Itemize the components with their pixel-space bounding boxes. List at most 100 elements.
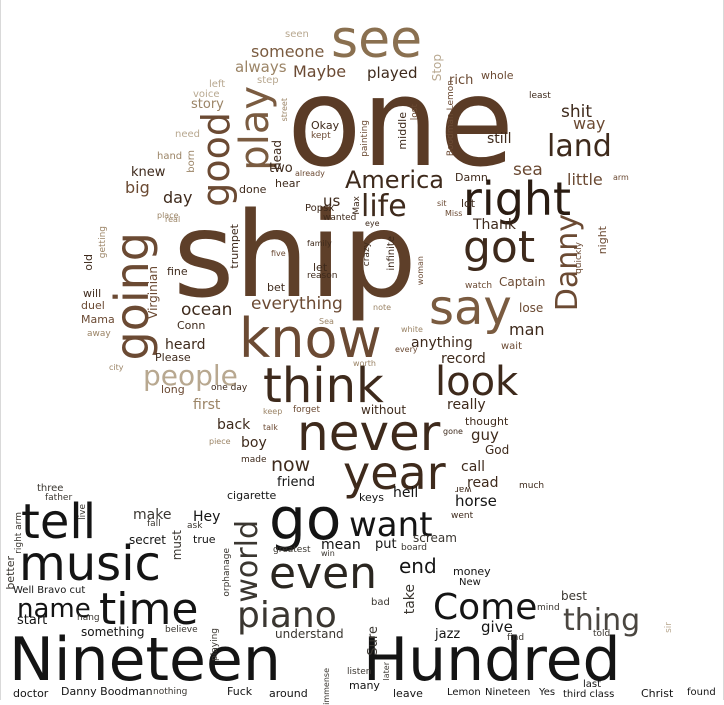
word-look: look: [435, 359, 519, 405]
word-guy: guy: [471, 426, 499, 444]
word-gone: gone: [443, 427, 463, 436]
word-world: world: [230, 520, 265, 603]
word-think: think: [263, 358, 384, 414]
word-find: find: [507, 633, 525, 643]
word-long: long: [161, 383, 185, 396]
word-people: people: [143, 359, 238, 392]
word-immense: immense: [322, 668, 331, 705]
word-popsx: Popsx: [305, 203, 335, 214]
word-christ: Christ: [641, 687, 674, 700]
word-something: something: [81, 625, 145, 639]
word-voice: voice: [193, 89, 220, 100]
word-infinite: infinite: [386, 236, 397, 271]
word-really: really: [447, 397, 486, 413]
word-cigarette: cigarette: [227, 489, 277, 502]
word-stop: Stop: [430, 54, 444, 82]
word-around: around: [269, 687, 308, 700]
word-arm: arm: [613, 173, 629, 182]
word-wanted: wanted: [323, 213, 357, 223]
word-read: read: [467, 475, 499, 491]
word-well-bravo-cut: Well Bravo cut: [13, 585, 86, 596]
word-quickly: quickly: [574, 242, 584, 274]
word-least: least: [529, 91, 551, 101]
word-hey: Hey: [193, 509, 221, 525]
word-board: board: [401, 543, 427, 553]
word-god: God: [485, 443, 510, 457]
word-always: always: [235, 58, 287, 76]
word-will: will: [83, 287, 102, 300]
word-record: record: [441, 351, 486, 367]
word-fall: fall: [147, 519, 161, 529]
word-hundred: Hundred: [363, 625, 621, 695]
word-sea-small: Sea: [319, 317, 334, 326]
word-lose: lose: [519, 301, 544, 315]
word-horse: horse: [455, 492, 497, 510]
word-big: big: [125, 178, 150, 197]
word-kept: kept: [311, 131, 331, 141]
word-keep: keep: [263, 407, 283, 416]
word-take: take: [402, 584, 418, 615]
word-nineteen: Nineteen: [9, 625, 281, 695]
word-story: story: [191, 97, 224, 112]
word-watch: watch: [465, 281, 493, 291]
word-end: end: [399, 554, 437, 578]
word-believe: believe: [165, 625, 198, 635]
word-thought: thought: [465, 415, 509, 428]
word-made: made: [241, 455, 267, 465]
word-captain: Captain: [499, 275, 546, 289]
word-land: land: [547, 129, 612, 164]
word-year: year: [343, 446, 446, 500]
word-told: told: [593, 629, 611, 639]
word-hell: hell: [393, 485, 419, 501]
word-sure: Sure: [366, 626, 381, 656]
word-done: done: [239, 183, 267, 196]
word-new: New: [459, 577, 481, 588]
word-mama: Mama: [81, 313, 115, 326]
word-true: true: [193, 533, 216, 546]
word-woman: woman: [416, 256, 425, 286]
word-ocean: ocean: [181, 300, 233, 320]
word-thank: Thank: [473, 217, 516, 233]
word-day: day: [163, 188, 193, 207]
word-sea: sea: [513, 160, 543, 180]
word-know: know: [239, 307, 382, 370]
word-found: found: [687, 687, 716, 698]
word-yes: Yes: [539, 687, 556, 698]
word-danny-boodman: Danny Boodman: [61, 685, 153, 698]
word-sit: sit: [437, 199, 447, 208]
word-jazz: jazz: [435, 627, 461, 642]
word-right: right: [463, 172, 572, 226]
word-sir: sir: [664, 622, 674, 633]
word-play: play: [232, 86, 278, 171]
word-eye: eye: [365, 219, 380, 228]
word-note: note: [373, 303, 392, 312]
word-played: played: [367, 64, 418, 82]
word-money: money: [453, 565, 491, 578]
word-win: win: [321, 549, 335, 558]
word-tell: tell: [21, 494, 97, 550]
word-already: already: [295, 169, 325, 178]
word-three: three: [37, 483, 64, 494]
word-come: Come: [433, 587, 538, 628]
word-okay: Okay: [311, 119, 340, 132]
word-first: first: [193, 397, 221, 413]
word-fine: fine: [167, 265, 188, 278]
word-still: still: [487, 131, 512, 147]
word-boodman-lemon: Boodman Lemon: [446, 80, 456, 157]
word-white: white: [401, 325, 423, 334]
word-last: last: [583, 679, 602, 690]
word-without: without: [361, 403, 407, 417]
word-hear: hear: [275, 177, 301, 190]
word-thing: thing: [563, 603, 641, 638]
word-best: best: [561, 589, 587, 603]
word-miss: Miss: [445, 209, 463, 218]
word-scream: scream: [413, 531, 457, 545]
word-now: now: [271, 454, 311, 476]
word-little: little: [567, 170, 603, 189]
word-later: later: [382, 662, 391, 681]
word-rich: rich: [449, 73, 474, 88]
word-let: let: [313, 261, 328, 274]
word-city: city: [109, 363, 124, 372]
word-left: left: [209, 79, 226, 90]
